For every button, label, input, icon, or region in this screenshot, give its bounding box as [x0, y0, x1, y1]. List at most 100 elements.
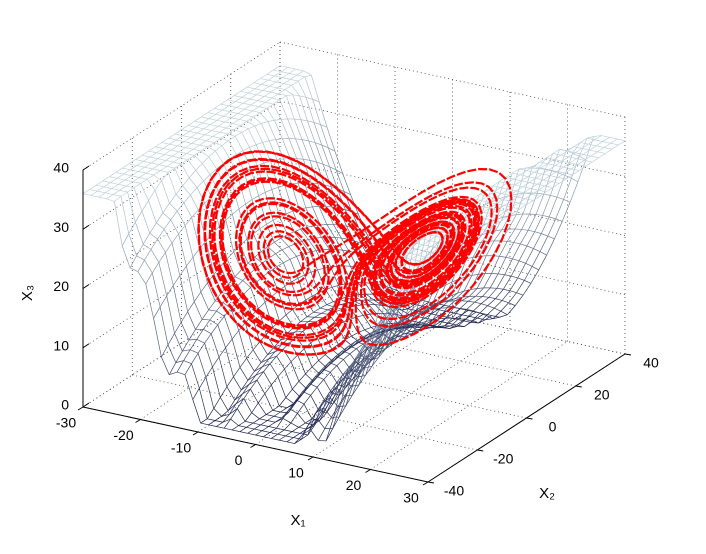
surface-mesh [215, 150, 224, 164]
surface-mesh [244, 108, 253, 112]
surface-mesh [179, 157, 188, 160]
surface-mesh [521, 176, 529, 182]
surface-mesh [319, 304, 327, 309]
surface-mesh [417, 254, 426, 258]
surface-mesh [119, 189, 128, 193]
surface-mesh [277, 83, 285, 89]
surface-mesh [571, 177, 579, 183]
surface-mesh [430, 241, 438, 247]
surface-mesh [469, 316, 478, 319]
surface-mesh [298, 426, 307, 430]
y-tick-label: 40 [643, 355, 659, 371]
surface-mesh [541, 167, 550, 171]
surface-mesh [328, 387, 337, 394]
surface-mesh [477, 317, 486, 321]
surface-mesh [288, 246, 297, 257]
surface-mesh [303, 403, 313, 419]
surface-mesh [255, 371, 264, 376]
surface-mesh [320, 365, 328, 373]
surface-mesh [236, 398, 245, 409]
surface-mesh [539, 161, 548, 165]
surface-mesh [539, 235, 549, 252]
surface-mesh [246, 349, 254, 359]
surface-mesh [563, 178, 572, 200]
surface-mesh [261, 84, 270, 87]
surface-mesh [228, 140, 237, 155]
surface-mesh [223, 111, 231, 117]
surface-mesh [275, 81, 284, 84]
surface-mesh [511, 202, 519, 208]
surface-mesh [398, 327, 406, 335]
surface-mesh [271, 384, 280, 407]
surface-mesh [390, 331, 398, 339]
surface-mesh [275, 344, 283, 352]
surface-mesh [472, 242, 482, 258]
surface-mesh [370, 337, 378, 349]
surface-mesh [320, 124, 329, 148]
surface-mesh [473, 303, 482, 312]
surface-mesh [307, 412, 317, 436]
surface-mesh [540, 163, 548, 169]
surface-mesh [550, 195, 558, 198]
surface-mesh [457, 319, 466, 327]
surface-mesh [365, 293, 375, 301]
surface-mesh [250, 388, 259, 404]
surface-mesh [310, 342, 319, 361]
surface-mesh [611, 144, 619, 150]
surface-mesh [516, 213, 523, 215]
surface-mesh [284, 361, 292, 370]
surface-mesh [157, 158, 166, 161]
surface-mesh [503, 275, 512, 290]
surface-mesh [589, 145, 597, 151]
surface-mesh [375, 304, 382, 306]
surface-mesh [307, 225, 314, 228]
surface-mesh [132, 181, 141, 184]
surface-mesh [534, 167, 542, 173]
surface-mesh [346, 382, 354, 394]
surface-mesh [376, 332, 383, 337]
x-tick [250, 444, 256, 448]
surface-mesh [459, 300, 469, 309]
surface-mesh [82, 193, 91, 196]
surface-mesh [537, 183, 546, 187]
surface-mesh [552, 153, 561, 156]
surface-mesh [156, 212, 164, 223]
surface-mesh [283, 79, 291, 84]
surface-mesh [384, 323, 391, 325]
surface-mesh [290, 79, 299, 82]
surface-mesh [291, 427, 299, 432]
surface-mesh [359, 362, 368, 373]
surface-mesh [589, 149, 598, 153]
surface-mesh [267, 75, 275, 81]
surface-mesh [565, 174, 573, 180]
surface-mesh [256, 90, 264, 96]
surface-mesh [527, 214, 537, 231]
surface-mesh [431, 247, 439, 253]
surface-mesh [239, 431, 248, 434]
surface-mesh [246, 120, 255, 127]
z-tick [82, 165, 90, 171]
surface-mesh [231, 338, 241, 368]
surface-mesh [419, 262, 427, 268]
surface-mesh [113, 194, 122, 197]
surface-mesh [200, 282, 208, 293]
surface-mesh [140, 178, 148, 184]
surface-mesh [217, 316, 225, 325]
surface-mesh [259, 108, 267, 113]
surface-mesh [518, 202, 527, 206]
surface-mesh [533, 165, 542, 169]
surface-mesh [470, 288, 478, 290]
surface-mesh [252, 341, 260, 351]
surface-mesh [208, 300, 216, 311]
surface-mesh [468, 310, 477, 313]
surface-mesh [429, 235, 437, 241]
surface-mesh [510, 168, 520, 196]
surface-mesh [165, 155, 173, 161]
surface-mesh [462, 316, 470, 321]
surface-mesh [225, 338, 233, 348]
surface-mesh [340, 372, 349, 405]
surface-mesh [190, 349, 199, 354]
surface-mesh [425, 308, 435, 322]
surface-mesh [151, 262, 160, 274]
